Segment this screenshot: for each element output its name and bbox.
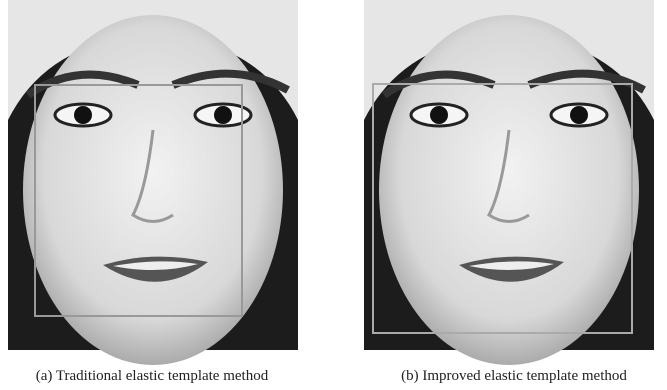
caption: (a) Traditional elastic template method <box>36 368 269 384</box>
caption: (b) Improved elastic template method <box>401 368 627 384</box>
panel-a-image <box>8 0 298 365</box>
page: (a) Traditional elastic template method … <box>0 0 667 390</box>
figure: (a) Traditional elastic template method … <box>0 0 667 390</box>
panel-b-image <box>364 0 654 365</box>
